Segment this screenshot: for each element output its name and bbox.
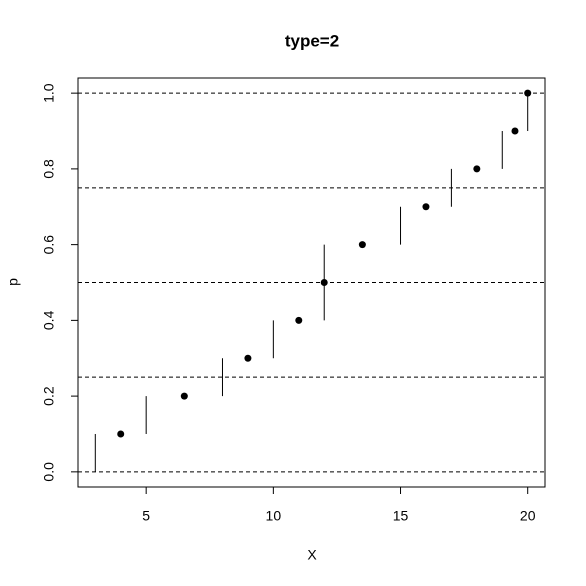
y-tick-label: 0.0 xyxy=(41,462,57,482)
y-tick-label: 0.8 xyxy=(41,159,57,179)
y-tick-label: 0.6 xyxy=(41,235,57,255)
y-tick-label: 1.0 xyxy=(41,83,57,103)
data-point xyxy=(180,392,188,400)
data-point xyxy=(358,241,366,249)
data-point xyxy=(295,316,303,324)
data-point xyxy=(244,354,252,362)
data-point xyxy=(422,203,430,211)
chart-title: type=2 xyxy=(285,31,339,50)
x-axis-label: X xyxy=(307,547,317,563)
x-tick-label: 15 xyxy=(393,508,409,524)
x-tick-label: 20 xyxy=(520,508,536,524)
data-point xyxy=(511,127,519,135)
data-point xyxy=(473,165,481,173)
x-tick-label: 5 xyxy=(142,508,150,524)
y-tick-label: 0.4 xyxy=(41,310,57,330)
data-point xyxy=(117,430,125,438)
y-axis-label: p xyxy=(5,278,21,286)
data-point xyxy=(320,279,328,286)
x-tick-label: 10 xyxy=(266,508,282,524)
y-tick-label: 0.2 xyxy=(41,386,57,406)
data-point xyxy=(524,89,532,97)
